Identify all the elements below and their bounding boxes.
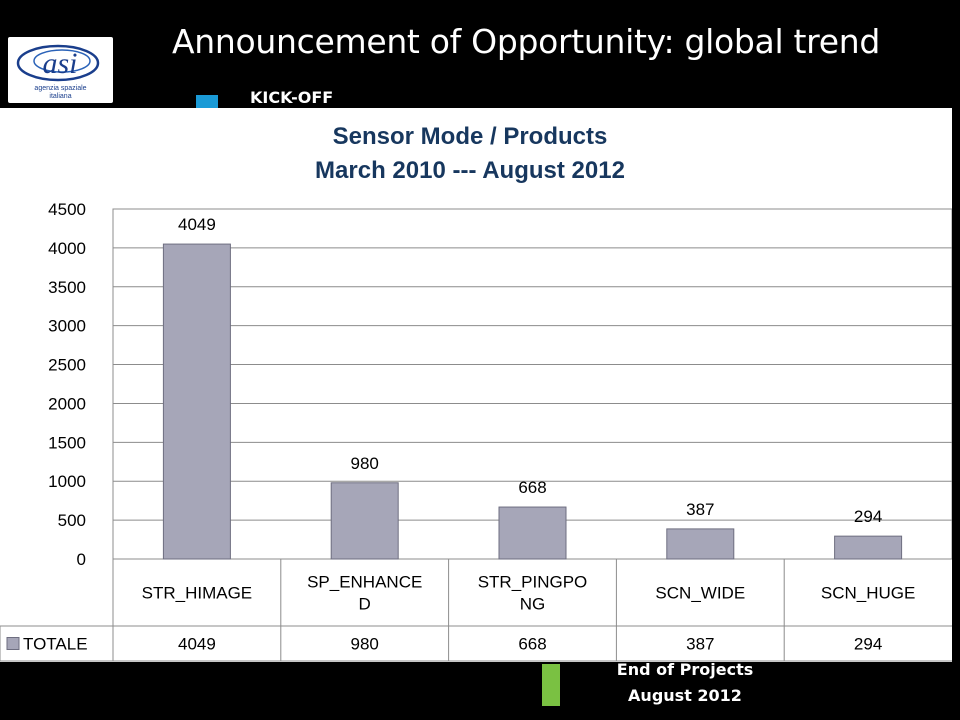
chart-subtitle: March 2010 --- August 2012: [315, 157, 625, 184]
logo-text-line2: italiana: [49, 93, 72, 100]
x-category-label: STR_HIMAGE: [142, 584, 253, 603]
sensor-mode-chart: Sensor Mode / Products March 2010 --- Au…: [0, 123, 953, 662]
x-category-label: SCN_HUGE: [821, 584, 915, 603]
data-label: 668: [518, 478, 546, 497]
y-tick-label: 1000: [48, 472, 86, 491]
bar: [162, 243, 231, 560]
bar: [498, 506, 567, 560]
chart-panel: Sensor Mode / Products March 2010 --- Au…: [0, 108, 953, 662]
table-value: 294: [854, 635, 882, 654]
y-tick-label: 4000: [48, 239, 86, 258]
asi-logo-icon: asi: [16, 44, 100, 82]
y-tick-label: 0: [77, 550, 86, 569]
data-label: 294: [854, 507, 882, 526]
end-of-projects-line1: End of Projects: [616, 660, 754, 679]
data-label: 980: [351, 454, 379, 473]
end-of-projects: End of Projects August 2012: [600, 657, 770, 709]
plot-area: [112, 208, 953, 560]
svg-text:asi: asi: [42, 47, 77, 80]
logo-text-line1: agenzia spaziale: [34, 85, 87, 92]
data-label: 387: [686, 500, 714, 519]
y-tick-label: 2500: [48, 356, 86, 375]
y-tick-label: 2000: [48, 394, 86, 413]
x-category-label: SP_ENHANCE D: [307, 573, 422, 614]
bar: [666, 528, 735, 560]
table-value: 387: [686, 635, 714, 654]
chart-title: Sensor Mode / Products: [333, 123, 608, 150]
bar: [834, 535, 903, 560]
x-category-label: SCN_WIDE: [655, 584, 745, 603]
table-value: 668: [518, 635, 546, 654]
table-value: 980: [351, 635, 379, 654]
bullet-square-icon: [196, 95, 218, 109]
y-tick-label: 500: [58, 511, 86, 530]
asi-logo: asi agenzia spaziale italiana: [8, 37, 113, 103]
data-label: 4049: [178, 215, 216, 234]
x-category-label: STR_PINGPO NG: [478, 573, 588, 614]
y-tick-label: 3500: [48, 278, 86, 297]
y-tick-label: 4500: [48, 200, 86, 219]
legend-key: [6, 637, 20, 650]
bar: [330, 482, 399, 560]
kickoff-label: KICK-OFF: [250, 88, 334, 107]
y-tick-label: 1500: [48, 433, 86, 452]
legend-label: TOTALE: [23, 635, 88, 654]
y-tick-label: 3000: [48, 317, 86, 336]
slide-title: Announcement of Opportunity: global tren…: [172, 22, 880, 61]
end-marker-bar: [542, 664, 560, 706]
table-value: 4049: [178, 635, 216, 654]
end-of-projects-line2: August 2012: [628, 686, 742, 705]
